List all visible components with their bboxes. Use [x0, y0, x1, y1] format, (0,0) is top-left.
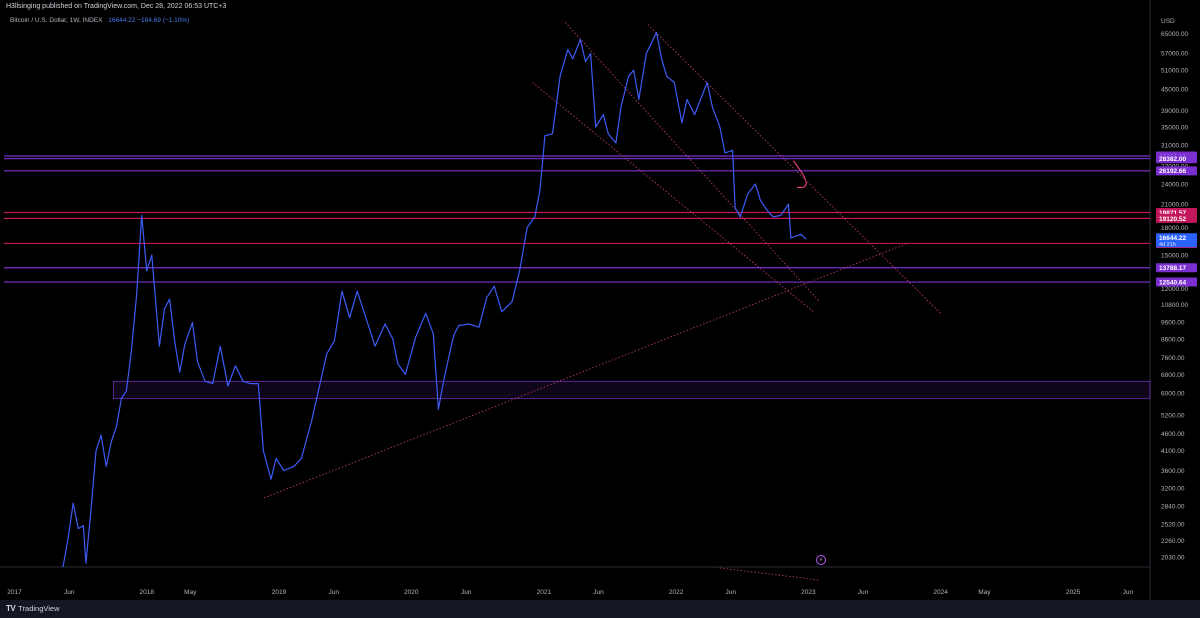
x-tick-label: 2022: [669, 589, 684, 596]
x-tick-label: May: [184, 589, 197, 596]
y-tick-label: 18000.00: [1161, 225, 1188, 232]
support-zone: [113, 380, 1151, 399]
zone-rect: [113, 380, 1151, 399]
y-tick-label: 51000.00: [1161, 68, 1188, 75]
trendlines: [263, 22, 941, 581]
x-tick-label: May: [978, 589, 991, 596]
series-legend: Bitcoin / U.S. Dollar, 1W, INDEX 16644.2…: [10, 16, 189, 26]
y-tick-label: 8600.00: [1161, 336, 1185, 343]
x-tick-label: 2018: [140, 589, 155, 596]
tradingview-brand[interactable]: TV TradingView: [6, 604, 60, 613]
y-tick-label: 39000.00: [1161, 108, 1188, 115]
y-tick-label: 2260.00: [1161, 538, 1185, 545]
x-tick-label: Jun: [593, 589, 604, 596]
y-tick-label: 45000.00: [1161, 86, 1188, 93]
level-badge: [1156, 213, 1197, 223]
level-badge-label: 19120.52: [1159, 216, 1186, 223]
y-tick-label: 12000.00: [1161, 286, 1188, 293]
level-badge-label: 28382.00: [1159, 156, 1186, 163]
x-tick-label: Jun: [64, 589, 75, 596]
level-badge: [1156, 277, 1197, 287]
level-badge: [1156, 154, 1197, 164]
y-tick-label: 15000.00: [1161, 252, 1188, 259]
level-badge-label: 13788.17: [1159, 265, 1186, 272]
y-tick-label: 31000.00: [1161, 143, 1188, 150]
current-price-label: 16644.22: [1159, 235, 1186, 242]
x-tick-label: 2020: [404, 589, 419, 596]
y-tick-label: 2030.00: [1161, 554, 1185, 561]
price-line: [62, 31, 807, 568]
y-tick-label: 3200.00: [1161, 486, 1185, 493]
y-tick-label: 65000.00: [1161, 31, 1188, 38]
x-tick-label: 2024: [933, 589, 948, 596]
published-info: H3llsinging published on TradingView.com…: [6, 3, 227, 10]
y-tick-label: 2520.00: [1161, 522, 1185, 529]
y-tick-label: 2840.00: [1161, 504, 1185, 511]
footer-bar: TV TradingView: [0, 600, 1200, 618]
x-tick-label: 2023: [801, 589, 816, 596]
y-tick-label: 24000.00: [1161, 181, 1188, 188]
y-tick-label: 57000.00: [1161, 51, 1188, 58]
gridlines: [0, 0, 1151, 600]
trendline: [532, 82, 814, 313]
y-tick-label: 4600.00: [1161, 431, 1185, 438]
x-tick-label: 2021: [537, 589, 552, 596]
y-tick-label: 21000.00: [1161, 201, 1188, 208]
x-tick-label: Jun: [461, 589, 472, 596]
level-badge-label: 12540.64: [1159, 279, 1186, 286]
y-tick-label: 9600.00: [1161, 320, 1185, 327]
x-tick-label: 2019: [272, 589, 287, 596]
level-badge: [1156, 263, 1197, 273]
y-tick-label: 3600.00: [1161, 468, 1185, 475]
x-tick-label: 2017: [7, 589, 22, 596]
level-badge: [1156, 166, 1197, 176]
y-tick-label: 6800.00: [1161, 372, 1185, 379]
brand-label: TradingView: [18, 604, 60, 613]
x-tick-label: Jun: [1123, 589, 1134, 596]
trendline: [719, 567, 820, 581]
price-axis: USD 65000.00 57000.00 51000.00 45000.00 39000…: [1156, 18, 1197, 561]
x-tick-label: 2025: [1066, 589, 1081, 596]
y-tick-label: 4100.00: [1161, 448, 1185, 455]
level-badge-label: 19871.57: [1159, 210, 1186, 217]
x-tick-label: Jun: [726, 589, 737, 596]
y-tick-label: 10800.00: [1161, 302, 1188, 309]
y-tick-label: 6000.00: [1161, 391, 1185, 398]
x-tick-label: Jun: [858, 589, 869, 596]
axis-currency-label: USD: [1161, 18, 1175, 25]
horizontal-levels: [4, 155, 1150, 283]
y-tick-label: 5200.00: [1161, 412, 1185, 419]
countdown-label: 4d 21h: [1159, 242, 1176, 248]
trendline: [647, 24, 941, 314]
tradingview-logo-icon: TV: [6, 604, 16, 613]
publication-header: H3llsinging published on TradingView.com…: [0, 0, 1200, 14]
level-badge-label: 26192.66: [1159, 168, 1186, 175]
x-tick-label: Jun: [328, 589, 339, 596]
time-axis: 2017 Jun 2018 May 2019 Jun 2020 Jun 2021 Jun 2022 J…: [7, 589, 1133, 596]
lightning-icon[interactable]: ⚡: [816, 555, 826, 565]
symbol-title: Bitcoin / U.S. Dollar, 1W, INDEX: [10, 17, 103, 24]
projection-curve: [792, 160, 807, 189]
y-tick-label: 7600.00: [1161, 355, 1185, 362]
price-chart[interactable]: USD 65000.00 57000.00 51000.00 45000.00 39000…: [0, 0, 1200, 600]
ohlc-values: 16644.22 −184.69 (−1.10%): [108, 17, 190, 24]
trendline: [564, 22, 820, 303]
y-tick-label: 35000.00: [1161, 124, 1188, 131]
price-series: [62, 31, 807, 568]
current-price-badge: [1156, 233, 1197, 248]
